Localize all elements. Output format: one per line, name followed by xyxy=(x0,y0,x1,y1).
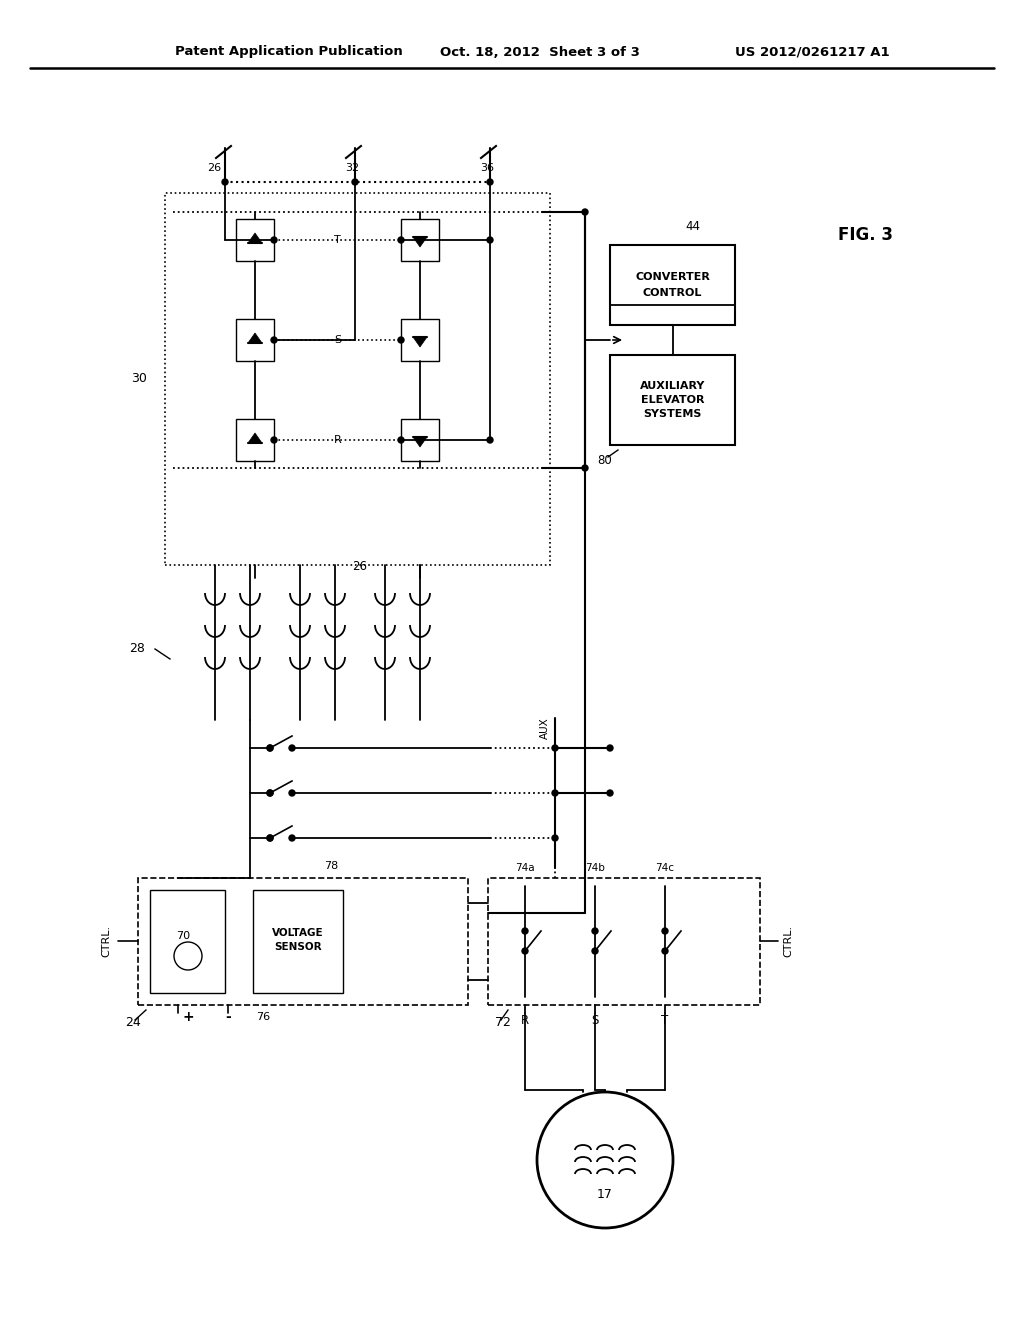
Bar xyxy=(150,890,225,993)
Polygon shape xyxy=(248,333,262,343)
Circle shape xyxy=(271,337,278,343)
Text: 76: 76 xyxy=(256,1012,270,1022)
Circle shape xyxy=(552,789,558,796)
Text: AUXILIARY: AUXILIARY xyxy=(640,381,706,391)
Text: 36: 36 xyxy=(480,162,494,173)
Text: 26: 26 xyxy=(207,162,221,173)
Text: 26: 26 xyxy=(352,560,368,573)
Text: CTRL.: CTRL. xyxy=(783,925,793,957)
Bar xyxy=(488,878,760,1005)
Circle shape xyxy=(552,744,558,751)
Circle shape xyxy=(267,789,273,796)
Bar xyxy=(610,246,735,325)
Circle shape xyxy=(662,948,668,954)
Circle shape xyxy=(222,180,228,185)
Bar xyxy=(165,193,550,565)
Circle shape xyxy=(398,238,404,243)
Polygon shape xyxy=(248,234,262,243)
Text: FIG. 3: FIG. 3 xyxy=(838,226,893,244)
Text: 24: 24 xyxy=(125,1016,141,1030)
Text: AUX: AUX xyxy=(540,717,550,739)
Circle shape xyxy=(352,180,358,185)
Circle shape xyxy=(267,744,273,751)
Text: 30: 30 xyxy=(131,372,147,385)
Circle shape xyxy=(267,836,273,841)
Text: 78: 78 xyxy=(324,861,338,871)
Text: 74b: 74b xyxy=(585,863,605,873)
Text: T: T xyxy=(334,235,341,246)
Text: S: S xyxy=(334,335,341,345)
Text: CONVERTER: CONVERTER xyxy=(635,272,710,282)
Text: 74a: 74a xyxy=(515,863,535,873)
Circle shape xyxy=(607,744,613,751)
Circle shape xyxy=(267,789,273,796)
Bar xyxy=(401,319,439,360)
Polygon shape xyxy=(248,433,262,444)
Text: 17: 17 xyxy=(597,1188,613,1201)
Text: R: R xyxy=(521,1015,529,1027)
Text: CONTROL: CONTROL xyxy=(643,288,702,298)
Polygon shape xyxy=(413,437,427,447)
Text: S: S xyxy=(591,1015,599,1027)
Text: +: + xyxy=(182,1010,194,1024)
Text: US 2012/0261217 A1: US 2012/0261217 A1 xyxy=(735,45,890,58)
Text: 28: 28 xyxy=(129,643,145,656)
Circle shape xyxy=(487,180,493,185)
Text: 72: 72 xyxy=(495,1016,511,1030)
Text: T: T xyxy=(662,1015,669,1027)
Text: ELEVATOR: ELEVATOR xyxy=(641,395,705,405)
Circle shape xyxy=(289,744,295,751)
Circle shape xyxy=(267,836,273,841)
Text: SYSTEMS: SYSTEMS xyxy=(643,409,701,418)
Text: 80: 80 xyxy=(598,454,612,466)
Text: Patent Application Publication: Patent Application Publication xyxy=(175,45,402,58)
Text: 70: 70 xyxy=(176,931,190,941)
Circle shape xyxy=(398,437,404,444)
Circle shape xyxy=(552,836,558,841)
Text: 44: 44 xyxy=(685,220,700,234)
Circle shape xyxy=(582,465,588,471)
Text: -: - xyxy=(225,1010,230,1024)
Circle shape xyxy=(607,789,613,796)
Text: VOLTAGE: VOLTAGE xyxy=(272,928,324,939)
Circle shape xyxy=(267,744,273,751)
Text: R: R xyxy=(334,436,341,445)
Text: SENSOR: SENSOR xyxy=(274,942,322,953)
Circle shape xyxy=(487,437,493,444)
Circle shape xyxy=(289,836,295,841)
Circle shape xyxy=(592,948,598,954)
Circle shape xyxy=(582,209,588,215)
Bar xyxy=(253,890,343,993)
Polygon shape xyxy=(413,337,427,347)
Circle shape xyxy=(662,928,668,935)
Bar xyxy=(236,219,274,261)
Text: 32: 32 xyxy=(345,162,359,173)
Circle shape xyxy=(271,437,278,444)
Bar xyxy=(401,219,439,261)
Text: Oct. 18, 2012  Sheet 3 of 3: Oct. 18, 2012 Sheet 3 of 3 xyxy=(440,45,640,58)
Circle shape xyxy=(522,928,528,935)
Circle shape xyxy=(592,928,598,935)
Text: CTRL.: CTRL. xyxy=(101,925,111,957)
Bar xyxy=(236,418,274,461)
Bar xyxy=(610,355,735,445)
Text: 74c: 74c xyxy=(655,863,675,873)
Bar xyxy=(236,319,274,360)
Circle shape xyxy=(522,948,528,954)
Bar xyxy=(138,878,468,1005)
Bar xyxy=(401,418,439,461)
Polygon shape xyxy=(413,238,427,247)
Circle shape xyxy=(398,337,404,343)
Circle shape xyxy=(289,789,295,796)
Circle shape xyxy=(271,238,278,243)
Circle shape xyxy=(487,238,493,243)
